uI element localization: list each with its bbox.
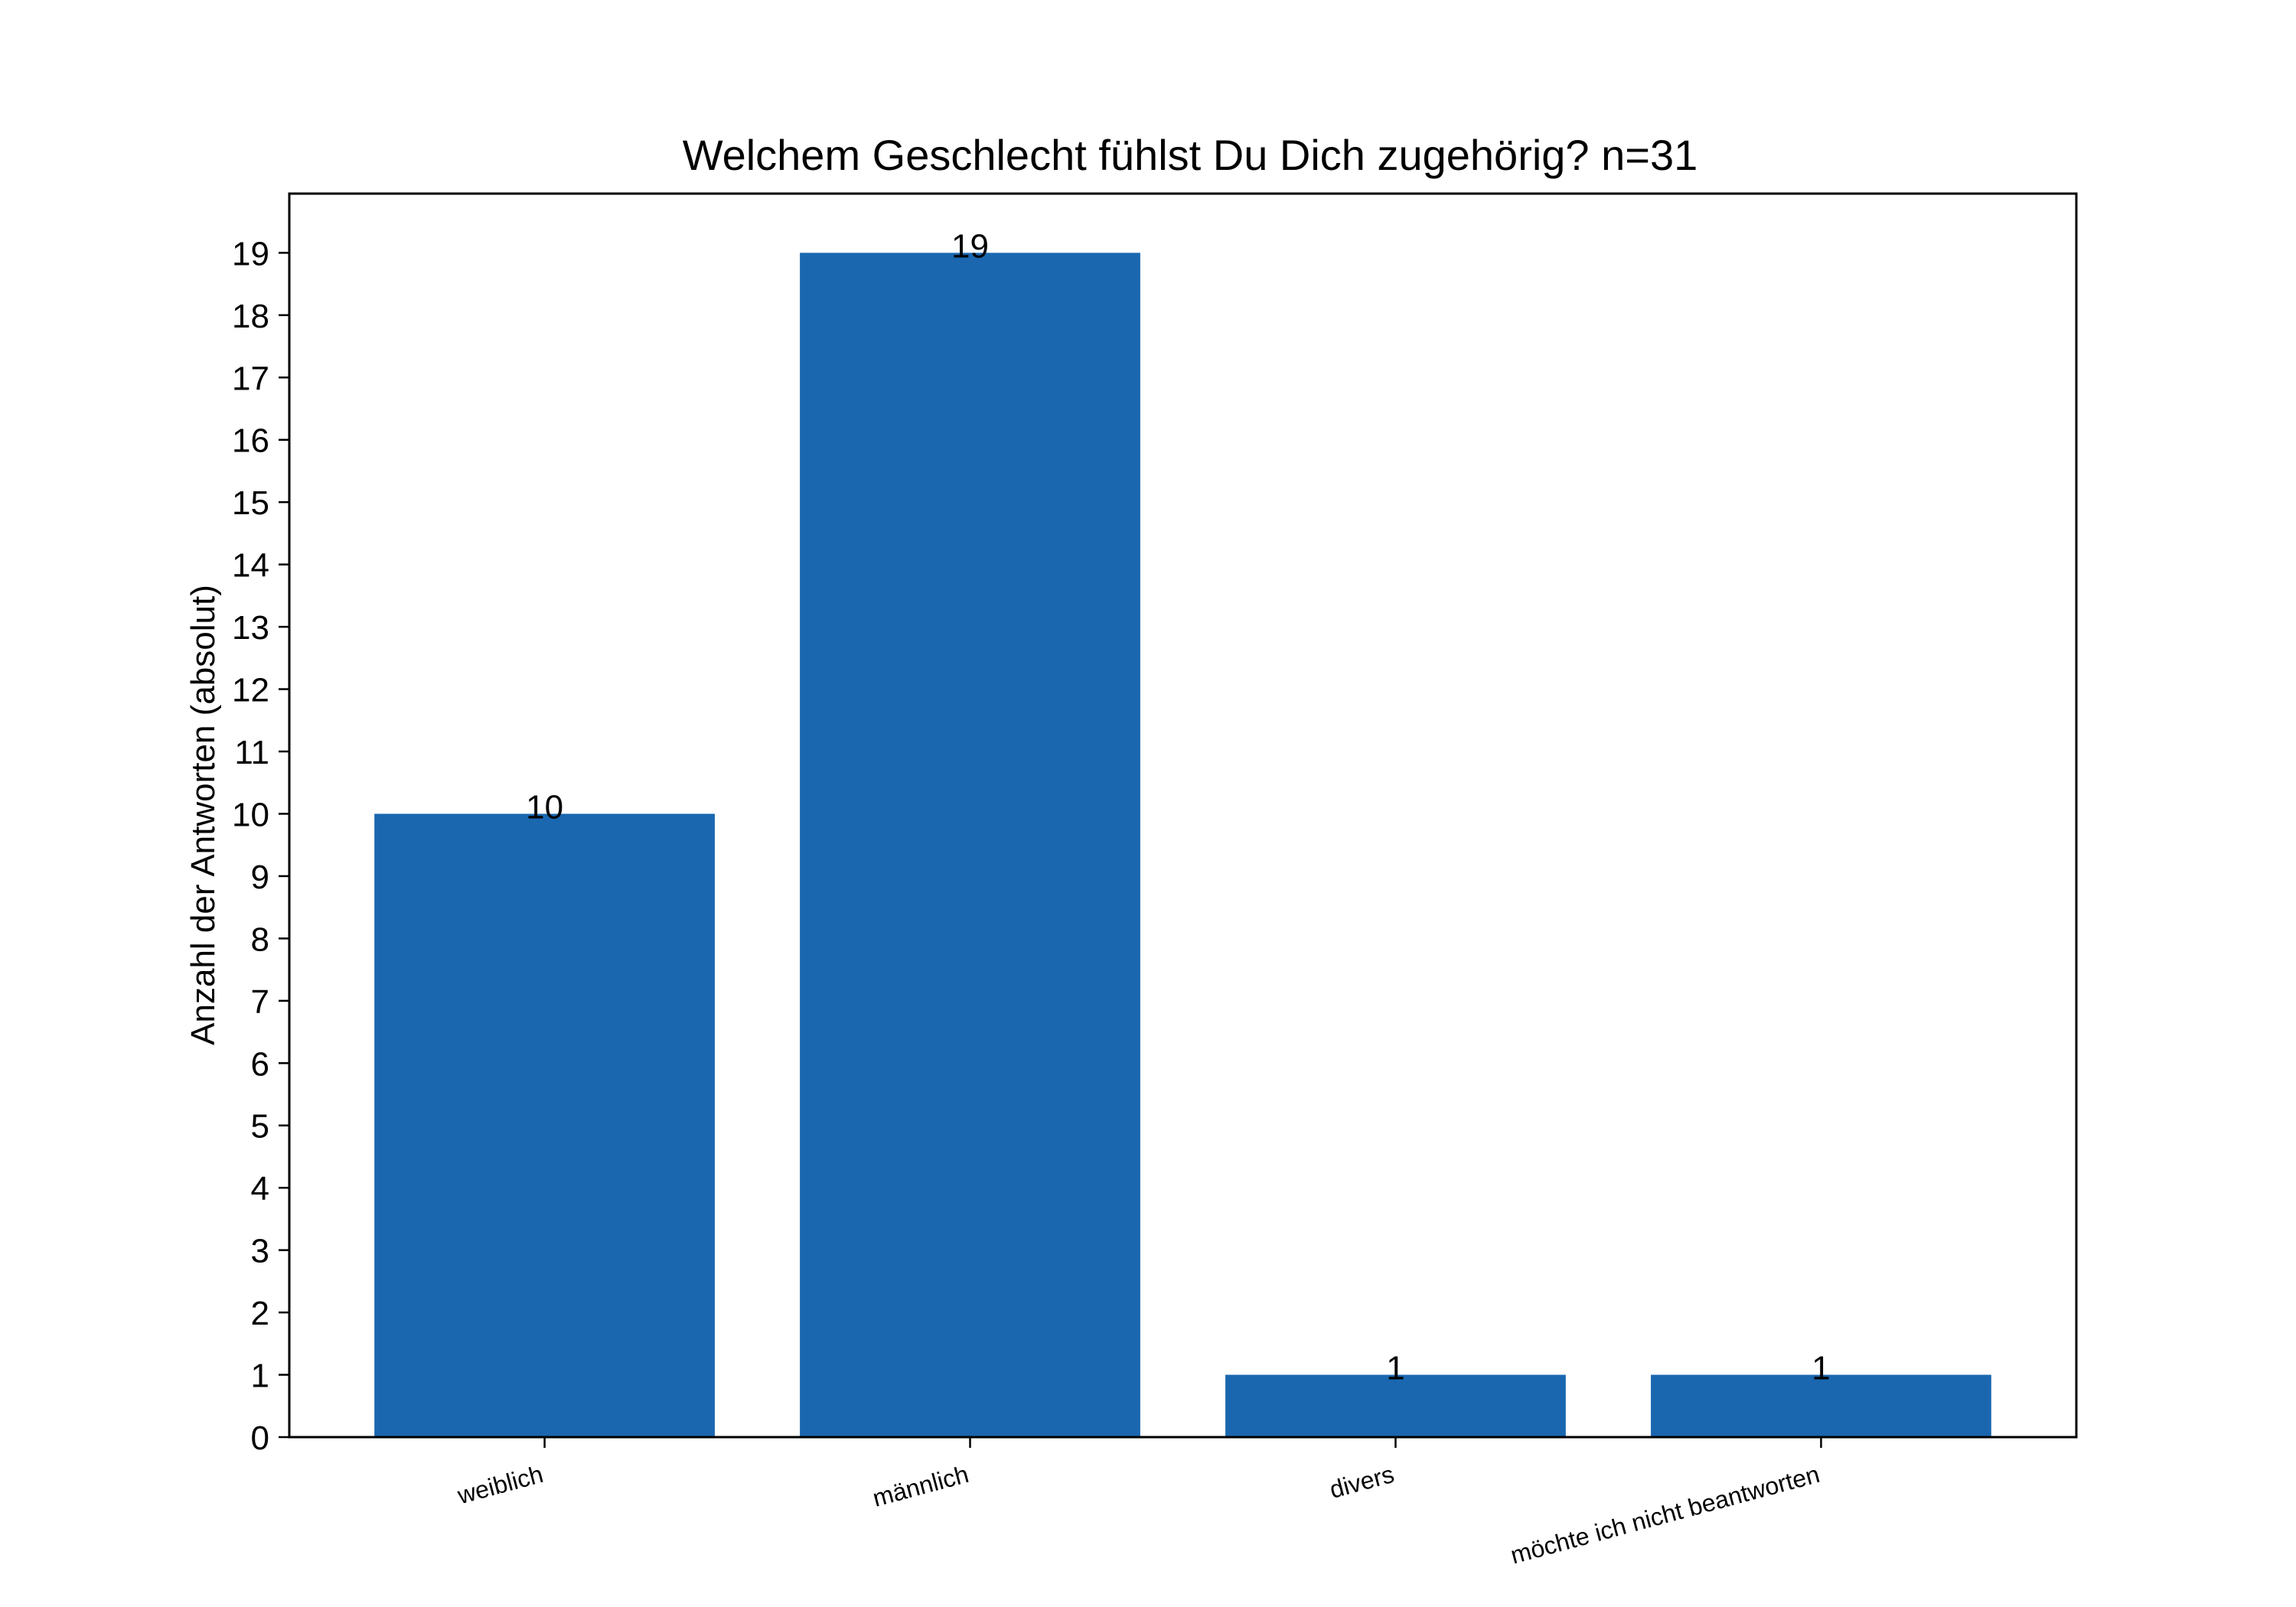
value-labels-layer: 10 19 1 1 <box>526 227 1831 1387</box>
y-tick-label-10: 10 <box>232 796 269 833</box>
y-tick-label-11: 11 <box>234 734 269 771</box>
bar-value-label-2: 1 <box>1386 1350 1404 1387</box>
bar-value-label-1: 19 <box>951 227 989 265</box>
y-tick-label-18: 18 <box>232 298 269 335</box>
y-tick-label-17: 17 <box>232 360 269 397</box>
bar-value-label-3: 1 <box>1812 1350 1830 1387</box>
bar-value-label-0: 10 <box>526 788 563 826</box>
x-axis: weiblich männlich divers möchte ich nicht b… <box>454 1437 1822 1569</box>
y-tick-label-15: 15 <box>232 484 269 522</box>
y-tick-label-19: 19 <box>232 235 269 272</box>
y-tick-label-12: 12 <box>232 672 269 709</box>
x-tick-label-2: divers <box>1327 1460 1397 1504</box>
y-tick-label-8: 8 <box>251 921 269 958</box>
y-tick-label-7: 7 <box>251 983 269 1021</box>
y-tick-label-6: 6 <box>251 1045 269 1083</box>
y-tick-label-4: 4 <box>251 1170 269 1208</box>
y-tick-label-3: 3 <box>251 1233 269 1270</box>
y-tick-label-5: 5 <box>251 1108 269 1146</box>
bar-1 <box>800 253 1140 1437</box>
bar-2 <box>1225 1374 1566 1437</box>
bar-0 <box>374 813 715 1437</box>
y-tick-label-1: 1 <box>251 1358 269 1395</box>
bar-3 <box>1651 1374 1991 1437</box>
y-tick-label-16: 16 <box>232 422 269 460</box>
x-tick-label-1: männlich <box>869 1460 971 1512</box>
y-tick-label-13: 13 <box>232 609 269 647</box>
y-tick-label-14: 14 <box>232 547 269 585</box>
x-tick-label-3: möchte ich nicht beantworten <box>1508 1460 1822 1570</box>
chart-title: Welchem Geschlecht fühlst Du Dich zugehö… <box>683 131 1698 179</box>
bars-layer <box>374 253 1991 1437</box>
plot-frame <box>288 192 2078 1439</box>
x-tick-label-0: weiblich <box>454 1460 546 1509</box>
y-tick-label-2: 2 <box>251 1295 269 1332</box>
y-tick-label-9: 9 <box>251 859 269 896</box>
y-tick-label-0: 0 <box>251 1420 269 1457</box>
y-axis-label: Anzahl der Antworten (absolut) <box>184 585 222 1045</box>
